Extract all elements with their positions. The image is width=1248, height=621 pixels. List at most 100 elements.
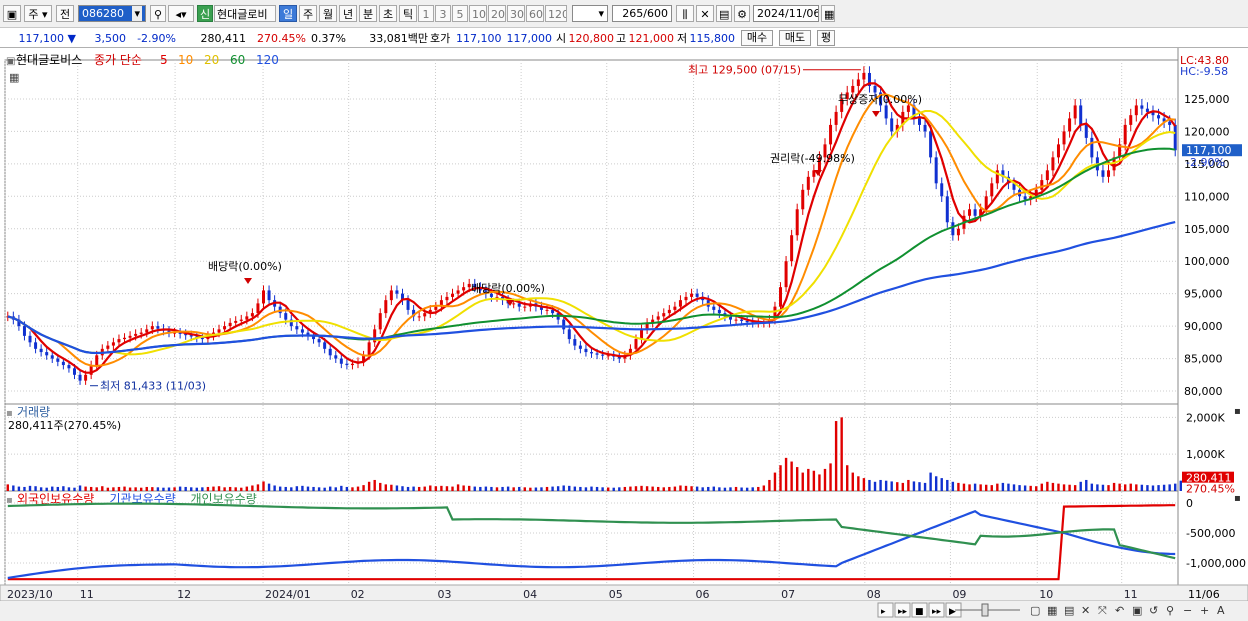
candle-body — [1101, 170, 1105, 177]
volume-bar — [23, 486, 26, 491]
period-button-3[interactable]: 년 — [339, 5, 357, 22]
volume-bar — [490, 486, 493, 491]
candle-body — [1145, 108, 1149, 112]
code-dropdown-icon[interactable]: ▾ — [132, 6, 142, 21]
volume-bar — [590, 486, 593, 491]
date-input[interactable]: 2024/11/06 — [753, 5, 819, 22]
volume-bar — [990, 485, 993, 491]
table-icon: ▦ — [9, 71, 19, 84]
volume-bar — [973, 483, 977, 491]
chart-menu-icon[interactable]: ▣ — [3, 5, 21, 22]
buy-button[interactable]: 매수 — [741, 30, 773, 46]
volume-bar — [846, 465, 849, 491]
volume-bar — [479, 486, 482, 491]
volume-bar — [851, 472, 854, 491]
candle-body — [239, 319, 243, 321]
volume-bar — [518, 486, 521, 491]
candle-body — [473, 283, 477, 288]
volume-bar — [840, 417, 843, 491]
number-button-1[interactable]: 1 — [418, 5, 434, 22]
candle-body — [906, 105, 910, 112]
volume-bar — [273, 485, 276, 491]
number-button-3[interactable]: 3 — [435, 5, 451, 22]
candle-body — [1012, 183, 1016, 190]
save-icon[interactable]: ▤ — [716, 5, 732, 22]
tool-icon-11: A — [1217, 604, 1225, 617]
speaker-icon[interactable]: ◂▾ — [168, 5, 194, 22]
candle-body — [512, 303, 516, 305]
number-button-120[interactable]: 120 — [545, 5, 567, 22]
count-field[interactable]: 265/600 — [612, 5, 672, 22]
event-marker-0 — [244, 278, 252, 284]
sell-button[interactable]: 매도 — [779, 30, 811, 46]
candle-body — [539, 306, 543, 310]
volume-bar — [84, 486, 87, 491]
period-button-5[interactable]: 초 — [379, 5, 397, 22]
candle-body — [234, 320, 238, 323]
number-button-5[interactable]: 5 — [452, 5, 468, 22]
candle-icon[interactable]: ⫼ — [676, 5, 694, 22]
stock-chart[interactable]: 2023/10 11 12 2024/01 02 03 04 05 06 07 08 09 10 11 11… — [0, 48, 1248, 621]
volume-bar — [445, 486, 449, 491]
candle-body — [111, 342, 115, 346]
candle-body — [695, 293, 699, 297]
volume-bar — [1018, 485, 1021, 491]
candle-body — [267, 290, 271, 301]
candle-body — [817, 157, 821, 171]
stock-code-input[interactable]: 086280 ▾ — [78, 5, 146, 22]
volume-bar — [612, 487, 615, 491]
period-button-1[interactable]: 주 — [299, 5, 317, 22]
candle-body — [617, 356, 621, 359]
scroll-button-icon-4: ▶ — [949, 607, 956, 617]
candle-body — [34, 342, 38, 349]
search-icon[interactable]: ⚲ — [150, 5, 166, 22]
volume-bar — [95, 487, 98, 491]
candle-body — [1140, 105, 1144, 109]
number-button-10[interactable]: 10 — [469, 5, 487, 22]
candle-body — [456, 290, 460, 294]
gear-icon[interactable]: ⚙ — [734, 5, 750, 22]
candle-body — [856, 79, 860, 86]
candle-body — [323, 342, 327, 349]
number-button-60[interactable]: 60 — [526, 5, 544, 22]
period-button-4[interactable]: 분 — [359, 5, 377, 22]
volume-bar — [712, 486, 716, 491]
candle-body — [339, 358, 343, 364]
volume-bar — [495, 487, 499, 491]
volume-bar — [245, 486, 249, 491]
holdings-tick-label-2: -1,000,000 — [1186, 557, 1246, 570]
blank-select[interactable]: ▾ — [572, 5, 608, 22]
number-button-20[interactable]: 20 — [488, 5, 506, 22]
volume-bar — [340, 485, 343, 491]
volume-bar — [901, 482, 905, 491]
number-button-30[interactable]: 30 — [507, 5, 525, 22]
volume-bar — [1129, 483, 1132, 491]
calendar-icon[interactable]: ▦ — [821, 5, 835, 22]
tool-icon-0: ▢ — [1030, 604, 1040, 617]
volume-bar — [640, 485, 643, 491]
period-button-6[interactable]: 틱 — [399, 5, 417, 22]
candle-body — [167, 330, 171, 333]
ma-line-10 — [7, 93, 1176, 368]
candle-body — [678, 300, 682, 307]
candle-body — [295, 326, 299, 330]
volume-bar — [28, 485, 32, 491]
cross-icon[interactable]: ✕ — [696, 5, 714, 22]
volume-bar — [323, 487, 326, 491]
individual-holdings-line — [7, 502, 1176, 560]
bid1: 117,100 — [456, 32, 502, 45]
max-annotation: 최고 129,500 (07/15) — [688, 64, 801, 77]
candle-body — [784, 261, 788, 288]
candle-body — [317, 339, 321, 343]
candle-body — [567, 329, 571, 340]
period-select[interactable]: 주 ▾ — [24, 5, 52, 22]
period-button-2[interactable]: 월 — [319, 5, 337, 22]
volume-bar — [768, 479, 771, 491]
y-tick-label-9: 125,000 — [1184, 93, 1230, 106]
stock-name-field[interactable]: 현대글로비 — [214, 5, 276, 22]
blank-dropdown-icon[interactable]: ▾ — [598, 7, 604, 20]
volume-bar — [556, 486, 560, 491]
period-button-0[interactable]: 일 — [279, 5, 297, 22]
eval-button[interactable]: 평 — [817, 30, 835, 46]
prev-button[interactable]: 전 — [56, 5, 74, 22]
